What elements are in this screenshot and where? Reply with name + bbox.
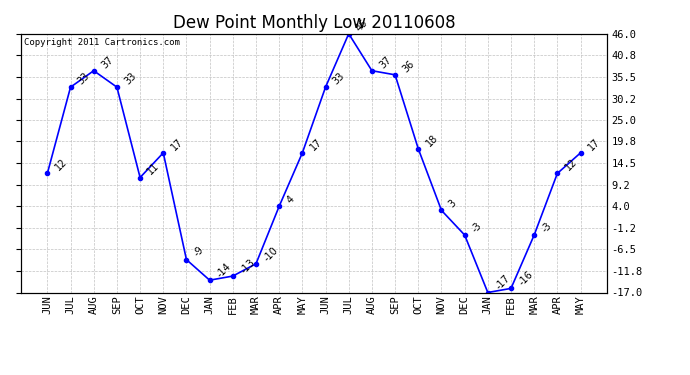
Text: 37: 37 (99, 54, 115, 70)
Text: -9: -9 (192, 245, 206, 259)
Text: -16: -16 (517, 269, 535, 288)
Text: 37: 37 (377, 54, 393, 70)
Text: 33: 33 (122, 70, 138, 86)
Text: -3: -3 (470, 220, 484, 234)
Text: 33: 33 (331, 70, 347, 86)
Title: Dew Point Monthly Low 20110608: Dew Point Monthly Low 20110608 (172, 14, 455, 32)
Text: 33: 33 (76, 70, 92, 86)
Text: 17: 17 (169, 136, 185, 152)
Text: -13: -13 (238, 257, 257, 275)
Text: 4: 4 (285, 194, 296, 206)
Text: -3: -3 (540, 220, 553, 234)
Text: 17: 17 (586, 136, 602, 152)
Text: 12: 12 (53, 157, 69, 172)
Text: 17: 17 (308, 136, 324, 152)
Text: -10: -10 (262, 245, 279, 263)
Text: 3: 3 (447, 198, 458, 210)
Text: 18: 18 (424, 132, 440, 148)
Text: Copyright 2011 Cartronics.com: Copyright 2011 Cartronics.com (23, 38, 179, 46)
Text: 12: 12 (563, 157, 579, 172)
Text: 36: 36 (401, 58, 416, 74)
Text: 11: 11 (146, 161, 161, 177)
Text: -14: -14 (215, 261, 233, 279)
Text: 46: 46 (354, 17, 370, 33)
Text: -17: -17 (493, 273, 512, 292)
